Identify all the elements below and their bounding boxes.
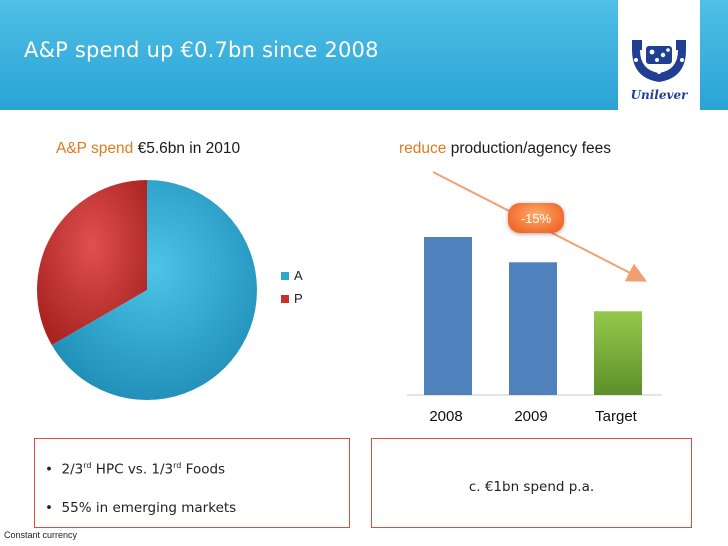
- reduction-callout: -15%: [508, 203, 564, 233]
- bullet-foods-text: Foods: [181, 461, 226, 478]
- left-subtitle: A&P spend €5.6bn in 2010: [56, 140, 240, 158]
- bullet-hpc-text: HPC vs. 1/3: [91, 461, 174, 478]
- header-bar: A&P spend up €0.7bn since 2008 Unilever: [0, 0, 728, 110]
- pie-slice-p: [37, 180, 147, 345]
- legend-swatch-p: [281, 294, 289, 303]
- bullet-emerging-text: 55% in emerging markets: [61, 500, 237, 516]
- bar-target: [594, 311, 642, 395]
- left-info-box: • 2/3rd HPC vs. 1/3rd Foods • 55% in eme…: [34, 438, 350, 528]
- right-info-box: c. €1bn spend p.a.: [371, 438, 692, 528]
- legend-swatch-a: [281, 271, 289, 280]
- unilever-logo: Unilever: [618, 0, 700, 110]
- bar-2008: [424, 237, 472, 395]
- legend-label-p: P: [294, 291, 303, 306]
- legend-item-a: A: [281, 268, 303, 283]
- unilever-u-mark-icon: [632, 40, 686, 82]
- bullet-hpc-foods: • 2/3rd HPC vs. 1/3rd Foods: [45, 461, 226, 478]
- page-title: A&P spend up €0.7bn since 2008: [24, 38, 379, 62]
- legend-label-a: A: [294, 268, 303, 283]
- footnote: Constant currency: [4, 530, 78, 540]
- xtick-target: Target: [595, 408, 637, 425]
- left-subtitle-highlight: A&P spend: [56, 140, 134, 157]
- bar-2009: [509, 262, 557, 395]
- bullet-foods-sup: rd: [173, 461, 182, 470]
- bullet-hpc-fraction: 2/3: [61, 461, 84, 478]
- xtick-2008: 2008: [429, 408, 463, 425]
- unilever-wordmark: Unilever: [630, 88, 688, 102]
- xtick-2009: 2009: [514, 408, 548, 425]
- right-subtitle-rest: production/agency fees: [450, 140, 611, 157]
- pie-slice-a: [51, 180, 257, 401]
- spend-note: c. €1bn spend p.a.: [468, 479, 595, 495]
- legend-item-p: P: [281, 291, 303, 306]
- bullet-emerging-markets: • 55% in emerging markets: [45, 500, 237, 516]
- bullet-hpc-sup: rd: [83, 461, 92, 470]
- right-subtitle-highlight: reduce: [399, 140, 447, 157]
- left-subtitle-rest: €5.6bn in 2010: [137, 140, 241, 157]
- right-subtitle: reduce production/agency fees: [399, 140, 611, 158]
